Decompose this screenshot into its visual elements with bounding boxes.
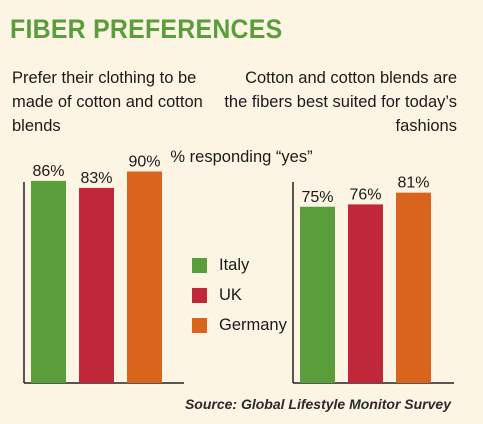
responding-label: % responding “yes” bbox=[170, 148, 313, 166]
legend-label-uk: UK bbox=[219, 286, 242, 304]
legend-swatch-germany bbox=[192, 318, 207, 333]
chart-2-bar-germany bbox=[396, 192, 431, 383]
subtitle-right: Cotton and cotton blends are the fibers … bbox=[224, 69, 457, 135]
chart-2-label-uk: 76% bbox=[349, 186, 381, 203]
chart-1-label-uk: 83% bbox=[80, 170, 112, 187]
legend-swatch-uk bbox=[192, 288, 207, 303]
legend-item-uk: UK bbox=[192, 286, 242, 305]
subtitle-left: Prefer their clothing to be made of cott… bbox=[12, 69, 203, 135]
legend-label-germany: Germany bbox=[219, 316, 287, 334]
legend-item-italy: Italy bbox=[192, 256, 249, 275]
chart-title: FIBER PREFERENCES bbox=[10, 14, 283, 44]
chart-2-bar-italy bbox=[300, 206, 335, 383]
chart-2-label-italy: 75% bbox=[301, 189, 333, 206]
legend-item-germany: Germany bbox=[192, 316, 287, 335]
chart-1-bar-uk bbox=[79, 187, 114, 383]
source-note: Source: Global Lifestyle Monitor Survey bbox=[184, 396, 451, 412]
legend-label-italy: Italy bbox=[219, 256, 250, 274]
legend-swatch-italy bbox=[192, 258, 207, 273]
chart-1-bar-italy bbox=[31, 180, 66, 383]
chart-1-label-italy: 86% bbox=[32, 163, 64, 180]
chart-1-label-germany: 90% bbox=[128, 154, 160, 171]
chart-2-bar-uk bbox=[348, 204, 383, 383]
chart-1-bar-germany bbox=[127, 171, 162, 383]
chart-2-label-germany: 81% bbox=[397, 175, 429, 192]
